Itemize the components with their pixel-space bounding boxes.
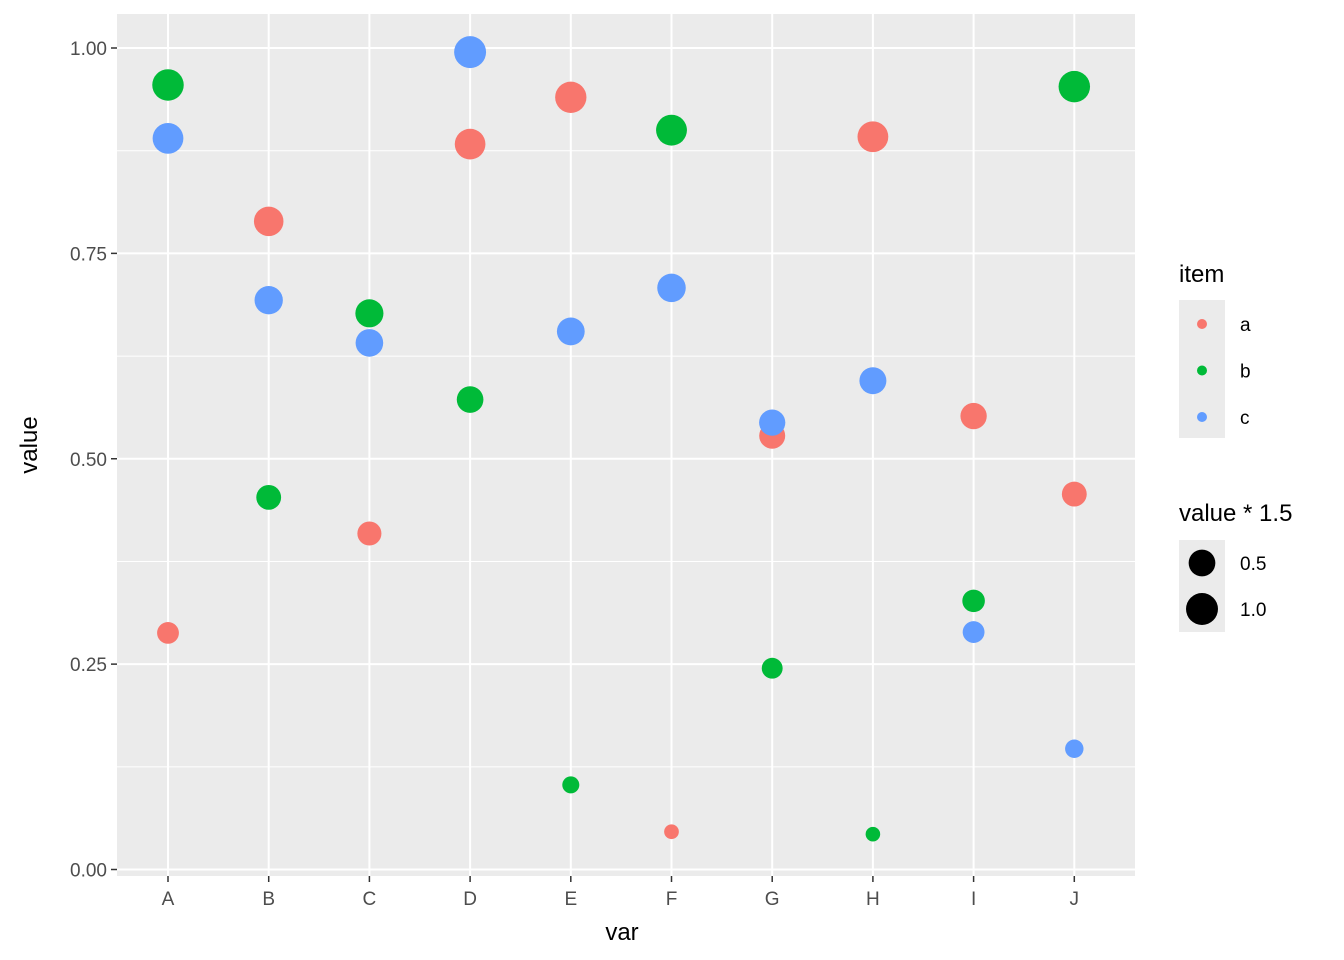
data-point-a-H (857, 121, 889, 153)
y-tick-label: 0.50 (70, 450, 107, 471)
x-tick-label: B (262, 889, 275, 910)
legend-size-key (1186, 593, 1218, 625)
minor-gridlines (117, 150, 1135, 768)
data-point-a-B (253, 206, 284, 237)
data-point-b-F (656, 114, 687, 146)
x-tick-label: J (1070, 889, 1080, 910)
data-point-b-B (256, 484, 282, 510)
legend-size-key (1188, 549, 1216, 577)
legend-size: value * 1.5 0.5 1.0 (1179, 500, 1292, 632)
legend-item: item a b c (1179, 261, 1251, 438)
data-point-b-E (562, 776, 580, 794)
data-point-b-C (355, 299, 384, 328)
data-point-b-D (456, 386, 484, 413)
data-point-b-H (865, 826, 881, 842)
data-point-b-A (152, 69, 184, 101)
legend-size-title: value * 1.5 (1179, 500, 1292, 527)
legend-label-b: b (1240, 362, 1251, 383)
data-point-c-J (1065, 739, 1084, 758)
data-point-c-G (759, 409, 786, 436)
y-tick-label: 0.25 (70, 655, 107, 676)
data-point-a-E (555, 81, 587, 113)
legend-size-label: 1.0 (1240, 600, 1266, 621)
x-tick-label: F (666, 889, 678, 910)
data-point-c-B (254, 286, 283, 315)
x-tick-label: D (463, 889, 477, 910)
data-point-c-C (355, 329, 384, 357)
legend-label-c: c (1240, 408, 1250, 429)
data-point-c-H (859, 367, 887, 395)
y-tick-label: 0.00 (70, 861, 107, 882)
data-point-c-F (657, 273, 686, 303)
data-point-a-I (960, 402, 987, 430)
data-point-a-C (357, 521, 382, 546)
y-axis: 0.00 0.25 0.50 0.75 1.00 (70, 39, 117, 882)
data-point-c-E (556, 317, 585, 346)
legend-item-title: item (1179, 261, 1224, 288)
plot-panel (117, 14, 1135, 876)
legend-label-a: a (1240, 315, 1251, 336)
data-point-b-I (962, 589, 985, 613)
data-points (152, 36, 1091, 842)
x-axis-title: var (605, 919, 638, 946)
legend-size-label: 0.5 (1240, 554, 1266, 575)
x-tick-label: A (162, 889, 175, 910)
y-tick-label: 0.75 (70, 244, 107, 265)
data-point-a-A (157, 622, 179, 644)
data-point-a-F (664, 824, 679, 840)
x-tick-label: I (971, 889, 976, 910)
data-point-b-J (1058, 70, 1091, 103)
major-gridlines (117, 14, 1135, 876)
y-tick-label: 1.00 (70, 39, 107, 60)
x-tick-label: G (765, 889, 780, 910)
legend-key-b (1197, 365, 1207, 376)
legend-key-c (1197, 412, 1207, 422)
x-tick-label: C (363, 889, 377, 910)
data-point-c-I (962, 621, 985, 643)
data-point-c-A (152, 122, 184, 154)
x-axis: A B C D E F G H I J (162, 876, 1079, 910)
data-point-c-D (454, 36, 487, 69)
x-tick-label: H (866, 889, 880, 910)
data-point-a-J (1061, 481, 1087, 507)
x-tick-label: E (564, 889, 577, 910)
data-point-a-D (454, 128, 486, 160)
y-axis-title: value (16, 416, 43, 473)
legend-key-a (1197, 319, 1207, 329)
data-point-b-G (761, 657, 783, 679)
